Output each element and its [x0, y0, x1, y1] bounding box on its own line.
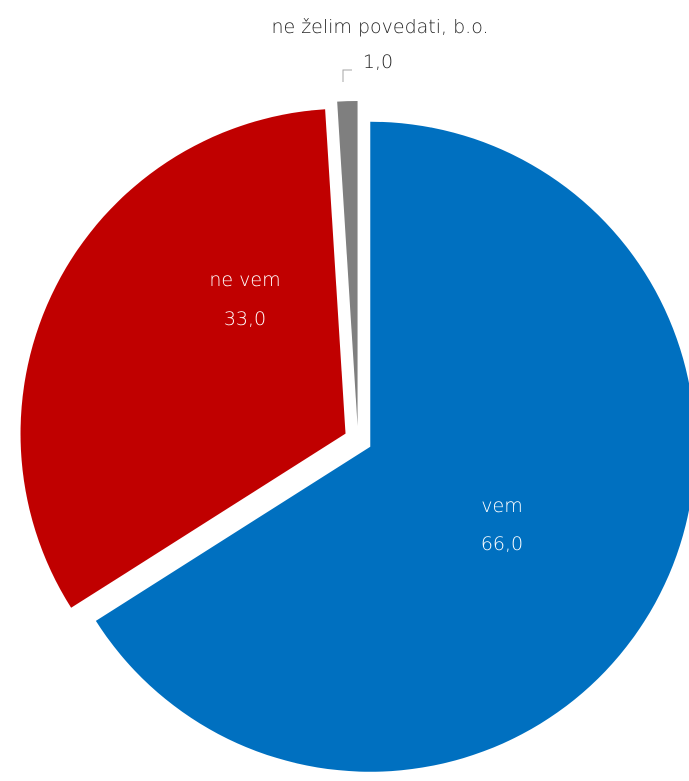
slice-label-ne-vem: ne vem: [209, 269, 280, 291]
slice-value-ne-vem: 33,0: [224, 308, 266, 330]
slice-label-ne-zelim-povedati: ne želim povedati, b.o.: [271, 16, 488, 38]
slice-value-vem: 66,0: [481, 533, 523, 555]
slice-value-ne-zelim-povedati: 1,0: [363, 51, 393, 73]
pie-slice-0: [95, 121, 689, 772]
slice-label-vem: vem: [481, 495, 522, 517]
leader-line: [342, 69, 352, 82]
pie-slice-1: [20, 109, 346, 608]
pie-slices: [20, 101, 689, 772]
pie-slice-2: [337, 101, 358, 427]
